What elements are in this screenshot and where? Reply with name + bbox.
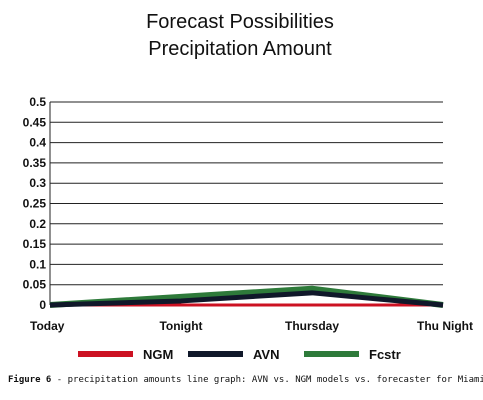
y-tick-label: 0.3: [29, 176, 46, 190]
caption-text: - precipitation amounts line graph: AVN …: [51, 375, 483, 385]
chart-title-line-2: Precipitation Amount: [148, 38, 332, 60]
line-chart: Forecast Possibilities Precipitation Amo…: [23, 11, 473, 362]
legend-label-avn: AVN: [253, 347, 279, 362]
y-tick-label: 0.2: [29, 217, 46, 231]
y-tick-label: 0: [39, 298, 46, 312]
y-tick-label: 0.15: [23, 237, 47, 251]
caption-label: Figure 6: [8, 375, 52, 385]
y-tick-label: 0.05: [23, 278, 47, 292]
x-axis-ticks: Today Tonight Thursday Thu Night: [30, 319, 473, 333]
x-tick-label: Thursday: [285, 319, 339, 333]
y-tick-label: 0.5: [29, 95, 46, 109]
x-tick-label: Tonight: [159, 319, 202, 333]
gridlines: [49, 101, 443, 306]
legend-label-fcstr: Fcstr: [369, 347, 401, 362]
chart-title-line-1: Forecast Possibilities: [146, 11, 334, 33]
y-axis-ticks: 0 0.05 0.1 0.15 0.2 0.25 0.3 0.35 0.4 0.45 0.5: [23, 95, 47, 312]
y-tick-label: 0.4: [29, 136, 46, 150]
series-line-avn: [49, 290, 444, 308]
legend-label-ngm: NGM: [143, 347, 173, 362]
y-tick-label: 0.35: [23, 156, 47, 170]
figure-caption: Figure 6 - precipitation amounts line gr…: [8, 375, 483, 385]
series-lines: [49, 285, 444, 308]
y-tick-label: 0.1: [29, 257, 46, 271]
y-tick-label: 0.45: [23, 115, 47, 129]
y-tick-label: 0.25: [23, 197, 47, 211]
x-tick-label: Today: [30, 319, 65, 333]
legend: NGM AVN Fcstr: [78, 347, 401, 362]
x-tick-label: Thu Night: [417, 319, 473, 333]
